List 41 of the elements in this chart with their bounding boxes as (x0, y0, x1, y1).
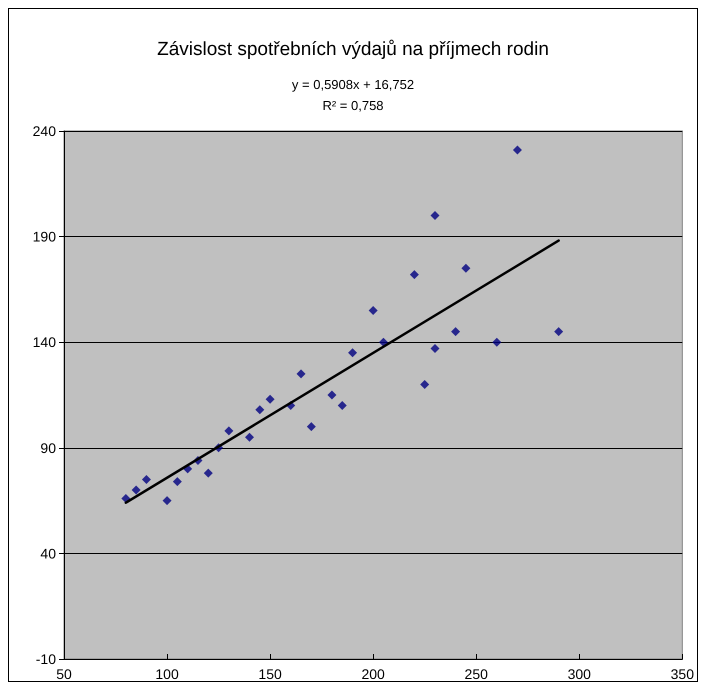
x-tick-label: 150 (258, 666, 282, 682)
chart-title: Závislost spotřebních výdajů na příjmech rodin (157, 39, 549, 60)
y-tick-label: 140 (32, 334, 56, 350)
x-tick-label: 350 (670, 666, 694, 682)
point (368, 306, 378, 316)
point (204, 468, 213, 478)
point (142, 474, 151, 484)
point (430, 344, 440, 354)
point (492, 338, 502, 347)
x-tick-label: 200 (361, 666, 386, 682)
x-tick-label: 250 (464, 666, 488, 682)
text: R² = 0,758 (322, 98, 384, 113)
x-tick-label: 100 (155, 666, 179, 682)
text: y = 0,5908x + 16,752 (292, 77, 414, 92)
point (255, 405, 264, 414)
point (338, 401, 347, 410)
point (162, 496, 172, 506)
y-tick-label: 240 (32, 123, 56, 139)
point (378, 338, 388, 347)
x-tick-label: 300 (568, 666, 592, 682)
point (172, 477, 182, 486)
x-tick-label: 50 (56, 666, 72, 682)
point (348, 348, 358, 358)
point (244, 432, 254, 442)
point (306, 422, 316, 432)
point (266, 394, 275, 404)
point (461, 264, 470, 273)
y-tick-label: 40 (40, 545, 56, 562)
point (420, 380, 430, 389)
y-tick-label: 190 (32, 228, 56, 245)
y-tick-label: -10 (36, 651, 56, 667)
point (451, 327, 460, 336)
point (296, 369, 306, 378)
point (554, 327, 564, 336)
point (430, 210, 440, 220)
y-tick-label: 90 (40, 440, 56, 456)
point (512, 146, 522, 155)
point (132, 486, 141, 495)
point (224, 426, 234, 436)
point (327, 390, 336, 400)
point (410, 270, 419, 280)
